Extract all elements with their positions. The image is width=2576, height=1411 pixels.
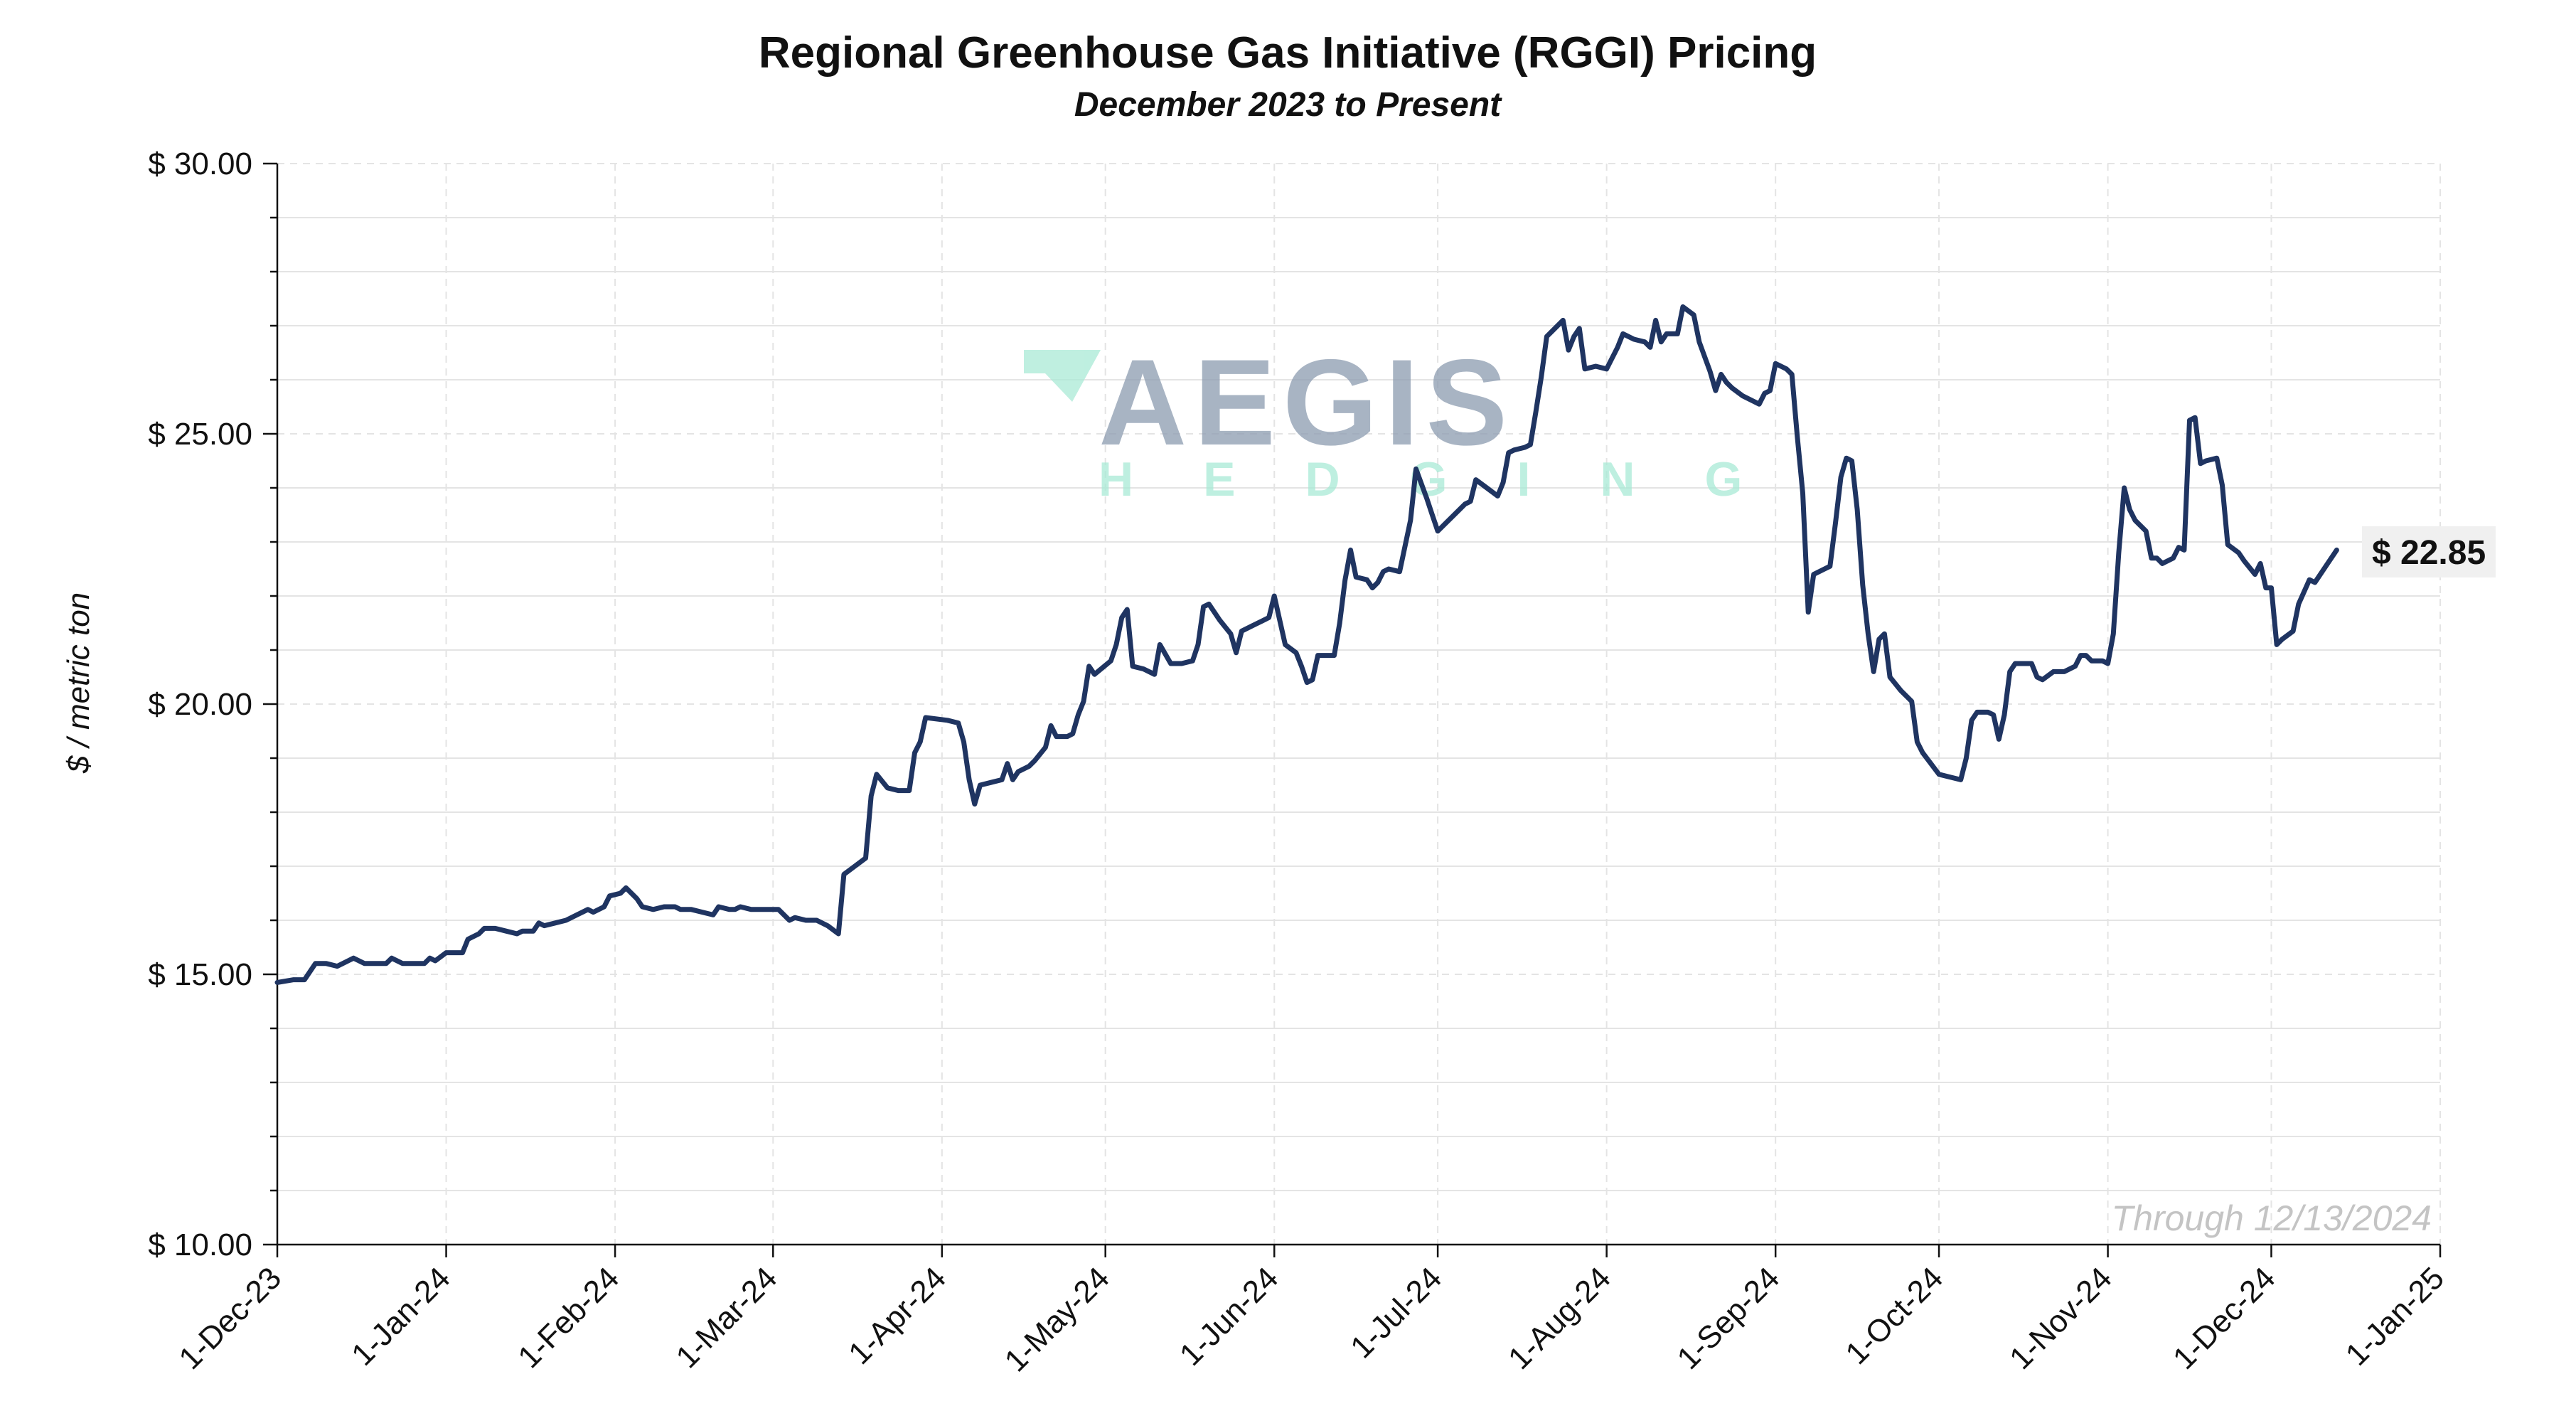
- gridlines: [277, 163, 2441, 1245]
- y-tick-label: $ 25.00: [148, 417, 252, 452]
- chart-subtitle: December 2023 to Present: [1074, 86, 1502, 124]
- price-series-line: [274, 304, 2339, 985]
- watermark-logo: AEGIS HEDGING: [1024, 334, 1812, 506]
- y-axis-label: $ / metric ton: [61, 592, 96, 774]
- y-tick-label: $ 15.00: [148, 957, 252, 992]
- watermark-subword: HEDGING: [1099, 452, 1812, 506]
- through-date-annotation: Through 12/13/2024: [2112, 1198, 2432, 1238]
- series: [274, 304, 2339, 985]
- y-tick-label: $ 10.00: [148, 1228, 252, 1262]
- watermark-word: AEGIS: [1099, 334, 1514, 471]
- last-value-label: $ 22.85: [2372, 534, 2486, 572]
- y-tick-label: $ 30.00: [148, 147, 252, 181]
- y-tick-label: $ 20.00: [148, 687, 252, 722]
- chart-title: Regional Greenhouse Gas Initiative (RGGI…: [759, 28, 1817, 78]
- last-value-label-bg: [2362, 526, 2496, 577]
- aegis-mark-icon: [1024, 350, 1101, 402]
